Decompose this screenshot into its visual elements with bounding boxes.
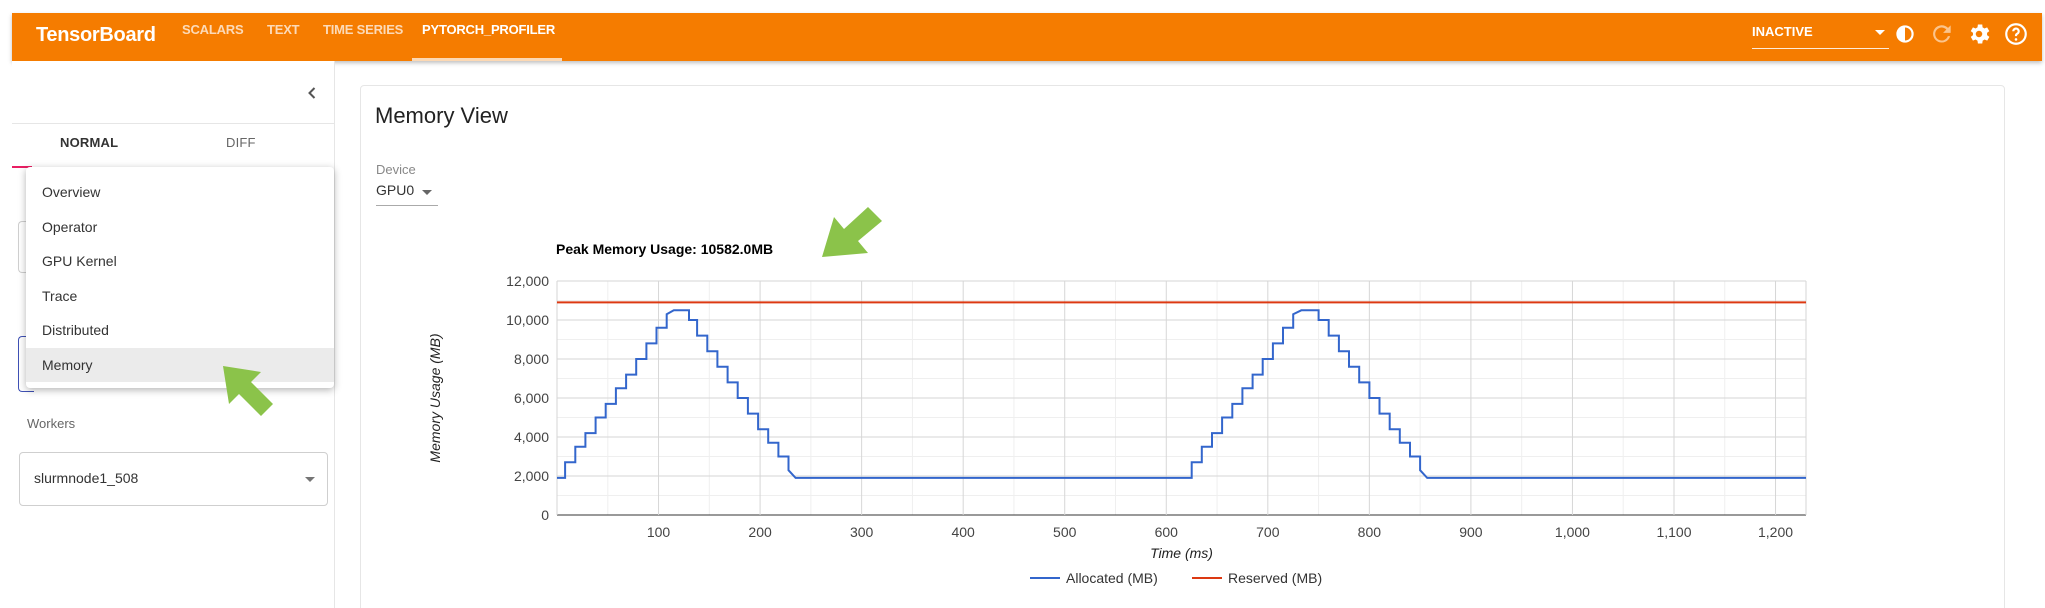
- y-tick-label: 0: [541, 507, 549, 523]
- device-label: Device: [376, 162, 416, 177]
- arrow-annotation-icon: [223, 366, 273, 416]
- menu-item-overview[interactable]: Overview: [42, 184, 101, 200]
- memory-usage-chart: 0 2,000 4,000 6,000 8,000 10,000 12,000 100 200 3…: [410, 230, 1810, 608]
- memory-view-card: Memory View Device GPU0: [360, 85, 2005, 608]
- active-tab-indicator: [412, 58, 562, 61]
- menu-item-memory[interactable]: Memory: [26, 347, 334, 382]
- tab-text[interactable]: TEXT: [267, 22, 300, 37]
- y-tick-label: 12,000: [506, 273, 549, 289]
- reload-status-select[interactable]: INACTIVE: [1752, 21, 1889, 49]
- legend-label-allocated: Allocated (MB): [1066, 570, 1158, 586]
- x-tick-label: 1,200: [1758, 524, 1793, 540]
- allocated-series-line[interactable]: [557, 309, 1806, 479]
- workers-select[interactable]: slurmnode1_508: [19, 452, 328, 506]
- tab-normal[interactable]: NORMAL: [60, 135, 119, 150]
- tab-scalars[interactable]: SCALARS: [182, 22, 244, 37]
- x-tick-label: 200: [748, 524, 772, 540]
- chevron-down-icon: [1875, 30, 1885, 35]
- legend-label-reserved: Reserved (MB): [1228, 570, 1322, 586]
- refresh-icon[interactable]: [1929, 21, 1955, 47]
- status-value: INACTIVE: [1752, 24, 1813, 39]
- x-tick-label: 900: [1459, 524, 1483, 540]
- help-icon[interactable]: [2003, 21, 2029, 47]
- menu-item-gpu-kernel[interactable]: GPU Kernel: [42, 253, 117, 269]
- top-app-bar: TensorBoard SCALARS TEXT TIME SERIES PYT…: [12, 13, 2042, 61]
- x-tick-label: 100: [647, 524, 671, 540]
- chevron-down-icon: [422, 190, 432, 195]
- brand-title[interactable]: TensorBoard: [36, 24, 156, 46]
- memory-chart-svg: 0 2,000 4,000 6,000 8,000 10,000 12,000 100 200 3…: [427, 241, 1807, 586]
- workers-label: Workers: [27, 416, 76, 431]
- active-sidebar-tab-indicator: [12, 166, 32, 168]
- x-tick-label: 600: [1155, 524, 1179, 540]
- workers-select-value: slurmnode1_508: [34, 470, 139, 486]
- views-dropdown-menu: Overview Operator GPU Kernel Trace Distr…: [26, 167, 334, 388]
- menu-item-distributed[interactable]: Distributed: [42, 322, 109, 338]
- sidebar-divider: [12, 123, 335, 124]
- chart-title: Peak Memory Usage: 10582.0MB: [556, 241, 773, 257]
- device-select[interactable]: GPU0: [376, 182, 438, 206]
- tab-diff[interactable]: DIFF: [226, 135, 256, 150]
- theme-icon[interactable]: [1892, 21, 1918, 47]
- chevron-left-icon[interactable]: [302, 83, 322, 103]
- y-tick-label: 6,000: [514, 390, 549, 406]
- page-title: Memory View: [375, 103, 508, 128]
- run-select-edge[interactable]: [18, 221, 28, 273]
- x-tick-label: 400: [951, 524, 975, 540]
- x-tick-label: 300: [850, 524, 874, 540]
- x-tick-label: 1,000: [1555, 524, 1590, 540]
- y-tick-label: 4,000: [514, 429, 549, 445]
- x-tick-label: 1,100: [1656, 524, 1691, 540]
- x-axis-label: Time (ms): [1150, 545, 1213, 561]
- y-tick-label: 8,000: [514, 351, 549, 367]
- x-tick-label: 500: [1053, 524, 1077, 540]
- menu-item-operator[interactable]: Operator: [42, 218, 98, 235]
- y-tick-label: 2,000: [514, 468, 549, 484]
- tab-time-series[interactable]: TIME SERIES: [323, 22, 404, 37]
- chevron-down-icon: [305, 477, 315, 482]
- arrow-annotation-icon: [822, 207, 882, 257]
- menu-item-trace[interactable]: Trace: [42, 287, 78, 304]
- y-axis-label: Memory Usage (MB): [427, 333, 443, 462]
- y-tick-label: 10,000: [506, 312, 549, 328]
- tab-pytorch-profiler[interactable]: PYTORCH_PROFILER: [422, 22, 556, 37]
- device-select-value: GPU0: [376, 182, 415, 198]
- x-tick-label: 700: [1256, 524, 1280, 540]
- settings-icon[interactable]: [1966, 21, 1992, 47]
- x-tick-label: 800: [1358, 524, 1382, 540]
